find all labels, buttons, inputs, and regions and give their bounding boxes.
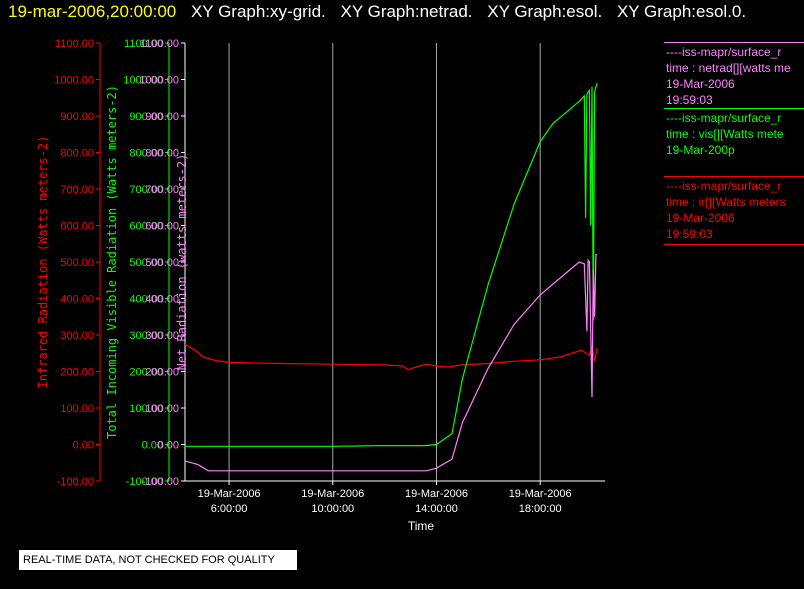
x-axis-label: Time xyxy=(408,519,435,533)
legend-date: 19-Mar-200p xyxy=(666,143,735,157)
title-bar: 19-mar-2006,20:00:00 XY Graph:xy-grid. X… xyxy=(8,1,746,23)
y-tick-label: -100.00 xyxy=(57,476,94,488)
quality-note: REAL-TIME DATA, NOT CHECKED FOR QUALITY xyxy=(19,550,297,570)
y-tick-label: 0.00 xyxy=(142,440,163,452)
y-tick-label: 900.00 xyxy=(60,111,94,123)
legend-variable: time : ir[][Watts meters xyxy=(666,195,786,209)
y-tick-label: 1000.00 xyxy=(54,75,94,87)
y-tick-label: 400.00 xyxy=(129,294,163,306)
y-tick-label: 300.00 xyxy=(60,330,94,342)
y-tick-label: 800.00 xyxy=(145,148,179,160)
legend-time: 19:59:03 xyxy=(666,227,713,241)
y-tick-label: 500.00 xyxy=(145,257,179,269)
x-tick-label-date: 19-Mar-2006 xyxy=(405,488,468,500)
y-tick-label: -100.00 xyxy=(126,476,163,488)
y-tick-label: 600.00 xyxy=(145,221,179,233)
x-tick-label-time: 14:00:00 xyxy=(415,503,458,515)
legend-variable: time : vis[][Watts mete xyxy=(666,127,784,141)
y-tick-label: 100.00 xyxy=(145,403,179,415)
y-tick-label: 600.00 xyxy=(60,221,94,233)
y-tick-label: 0.00 xyxy=(158,440,179,452)
y-tick-label: 500.00 xyxy=(60,257,94,269)
x-tick-label-time: 10:00:00 xyxy=(311,503,354,515)
x-tick-label-date: 19-Mar-2006 xyxy=(198,488,261,500)
y-tick-label: 0.00 xyxy=(73,440,94,452)
y-tick-label: -100.00 xyxy=(142,476,179,488)
y-tick-label: 200.00 xyxy=(60,367,94,379)
legend: ----iss-mapr/surface_r time : netrad[][w… xyxy=(664,42,804,245)
y-tick-label: 1000.00 xyxy=(139,75,179,87)
series-line-net xyxy=(184,254,598,472)
y-tick-label: 800.00 xyxy=(60,148,94,160)
y-axis-label-net: Net Radiation (watts meters-2) xyxy=(175,154,189,371)
series-line-vis xyxy=(185,82,598,447)
legend-variable: time : netrad[][watts me xyxy=(666,61,791,75)
x-tick-label-date: 19-Mar-2006 xyxy=(509,488,572,500)
graph-label-netrad[interactable]: XY Graph:netrad. xyxy=(340,2,473,21)
y-tick-label: 200.00 xyxy=(145,367,179,379)
y-tick-label: 400.00 xyxy=(145,294,179,306)
y-tick-label: 100.00 xyxy=(129,403,163,415)
y-axis-label-ir: Infrared Radiation (Watts meters-2) xyxy=(36,136,50,389)
legend-entry-ir: ----iss-mapr/surface_r time : ir[][Watts… xyxy=(664,176,804,245)
y-tick-label: 900.00 xyxy=(145,111,179,123)
x-tick-label-date: 19-Mar-2006 xyxy=(301,488,364,500)
y-tick-label: 1000.00 xyxy=(123,75,163,87)
y-tick-label: 700.00 xyxy=(60,184,94,196)
legend-source: ----iss-mapr/surface_r xyxy=(666,45,782,59)
y-tick-label: 700.00 xyxy=(145,184,179,196)
y-tick-label: 500.00 xyxy=(129,257,163,269)
y-tick-label: 700.00 xyxy=(129,184,163,196)
y-tick-label: 100.00 xyxy=(60,403,94,415)
legend-entry-netrad: ----iss-mapr/surface_r time : netrad[][w… xyxy=(664,42,804,108)
timestamp: 19-mar-2006,20:00:00 xyxy=(8,2,177,21)
y-axis-label-vis: Total Incoming Visible Radiation (Watts … xyxy=(105,85,119,439)
y-tick-label: 1100.00 xyxy=(55,38,94,50)
legend-time: 19:59:03 xyxy=(666,93,713,107)
y-tick-label: 800.00 xyxy=(129,148,163,160)
y-tick-label: 1100.00 xyxy=(124,38,163,50)
y-tick-label: 300.00 xyxy=(145,330,179,342)
y-tick-label: 600.00 xyxy=(129,221,163,233)
legend-source: ----iss-mapr/surface_r xyxy=(666,111,782,125)
y-tick-label: 200.00 xyxy=(129,367,163,379)
series-line-ir xyxy=(184,343,598,371)
x-tick-label-time: 6:00:00 xyxy=(211,503,248,515)
legend-date: 19-Mar-2006 xyxy=(666,77,735,91)
y-tick-label: 400.00 xyxy=(60,294,94,306)
x-tick-label-time: 18:00:00 xyxy=(519,503,562,515)
legend-entry-vis: ----iss-mapr/surface_r time : vis[][Watt… xyxy=(664,108,804,176)
y-tick-label: 1100.00 xyxy=(140,38,179,50)
legend-source: ----iss-mapr/surface_r xyxy=(666,179,782,193)
graph-label-esol-0[interactable]: XY Graph:esol.0. xyxy=(616,2,747,21)
y-tick-label: 300.00 xyxy=(129,330,163,342)
graph-label-xy-grid[interactable]: XY Graph:xy-grid. xyxy=(190,2,326,21)
graph-label-esol[interactable]: XY Graph:esol. xyxy=(487,2,603,21)
y-tick-label: 900.00 xyxy=(129,111,163,123)
legend-date: 19-Mar-2006 xyxy=(666,211,735,225)
